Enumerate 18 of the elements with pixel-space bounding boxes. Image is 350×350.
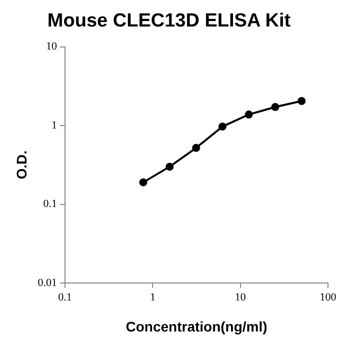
- y-tick-label: 0.1: [43, 198, 58, 210]
- point: [298, 96, 306, 105]
- x-tick-label: 1: [150, 291, 156, 304]
- point: [139, 178, 148, 186]
- x-tick-label: 0.1: [58, 291, 72, 304]
- point: [166, 162, 174, 171]
- point: [192, 144, 200, 152]
- y-axis-title: O.D.: [13, 150, 30, 180]
- y-tick-label: 0.01: [38, 276, 58, 289]
- y-tick-label: 1: [52, 119, 58, 132]
- point: [244, 110, 253, 119]
- chart-title: Mouse CLEC13D ELISA Kit: [47, 10, 292, 32]
- x-tick-label: 100: [320, 291, 337, 304]
- point: [271, 102, 280, 111]
- x-tick-label: 10: [234, 291, 246, 304]
- point: [218, 122, 226, 131]
- x-axis-title: Concentration(ng/ml): [126, 318, 268, 334]
- y-tick-label: 10: [46, 40, 58, 53]
